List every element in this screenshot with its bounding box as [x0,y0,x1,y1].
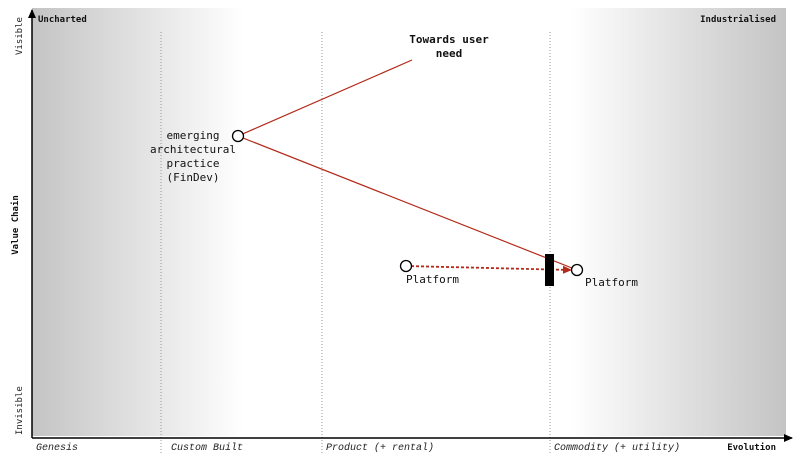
annotation-line-2: need [436,47,463,60]
component-platform-commodity[interactable]: Platform [570,263,639,290]
stage-custom-built: Custom Built [171,442,243,454]
corner-industrialised: Industrialised [700,14,776,25]
y-label-invisible: Invisible [15,386,25,435]
link-findev-to-user-need [237,59,413,137]
x-axis-title: Evolution [727,442,776,453]
component-findev-label-3: practice [167,157,220,170]
map-background [32,8,786,436]
component-findev-label-2: architectural [150,143,236,156]
component-findev[interactable]: emerging architectural practice (FinDev) [150,129,245,184]
links [237,59,578,271]
evolution-arrow [405,265,572,274]
component-findev-node[interactable] [231,129,245,143]
component-findev-label-4: (FinDev) [167,171,220,184]
component-platform-commodity-node[interactable] [570,263,584,277]
annotation-line-1: Towards user [409,33,489,46]
component-platform-commodity-label: Platform [585,276,638,289]
component-platform-product-node[interactable] [399,259,413,273]
component-platform-product[interactable]: Platform [399,259,460,287]
y-axis-title: Value Chain [10,195,21,255]
y-label-visible: Visible [15,17,25,55]
inertia-bar-icon [545,254,554,286]
stage-genesis: Genesis [36,442,78,454]
component-platform-product-label: Platform [406,273,459,286]
stage-product: Product (+ rental) [326,442,434,454]
link-findev-to-platform [237,135,578,271]
component-findev-label-1: emerging [167,129,220,142]
axes [28,9,793,442]
corner-uncharted: Uncharted [38,15,87,25]
stage-commodity: Commodity (+ utility) [554,442,680,454]
